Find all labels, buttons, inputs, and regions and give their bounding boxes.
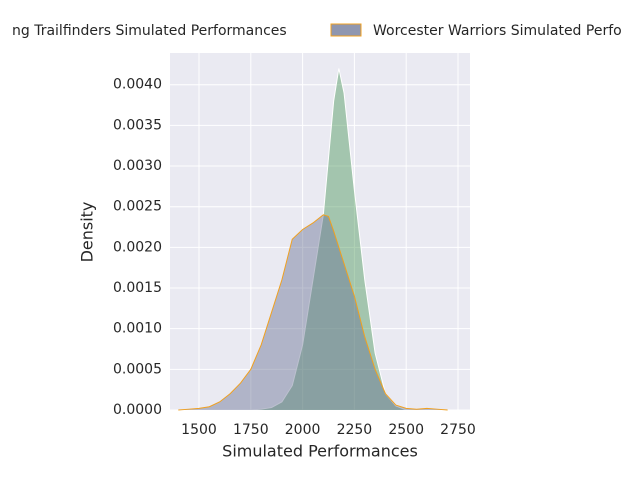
areas <box>178 68 448 411</box>
y-tick-label: 0.0040 <box>113 77 162 93</box>
legend-label: Worcester Warriors Simulated Perfo <box>373 23 622 39</box>
y-tick-label: 0.0005 <box>113 361 162 377</box>
x-tick-label: 1750 <box>233 422 269 438</box>
density-line <box>178 214 448 411</box>
y-tick-label: 0.0020 <box>113 239 162 255</box>
y-tick-label: 0.0015 <box>113 280 162 296</box>
y-axis-label: Density <box>78 202 97 263</box>
x-tick-label: 2500 <box>388 422 424 438</box>
y-tick-label: 0.0000 <box>113 402 162 418</box>
plot-background <box>170 53 470 410</box>
density-area <box>178 214 448 410</box>
y-tick-label: 0.0010 <box>113 321 162 337</box>
labels: 0.0000 0.0005 0.0010 0.0015 0.0020 0.0025 0.00… <box>113 77 476 438</box>
legend-swatch <box>330 23 362 37</box>
x-tick-label: 1500 <box>181 422 217 438</box>
y-tick-label: 0.0030 <box>113 158 162 174</box>
x-tick-label: 2750 <box>440 422 476 438</box>
x-axis-label: Simulated Performances <box>222 442 418 461</box>
legend: ng Trailfinders Simulated Performances Wo… <box>0 23 622 39</box>
grid <box>170 53 470 411</box>
x-tick-label: 2000 <box>285 422 321 438</box>
density-line <box>178 68 448 411</box>
density-area <box>178 68 448 411</box>
x-tick-label: 2250 <box>337 422 373 438</box>
y-tick-label: 0.0035 <box>113 117 162 133</box>
y-tick-label: 0.0025 <box>113 199 162 215</box>
legend-label: ng Trailfinders Simulated Performances <box>12 23 287 39</box>
